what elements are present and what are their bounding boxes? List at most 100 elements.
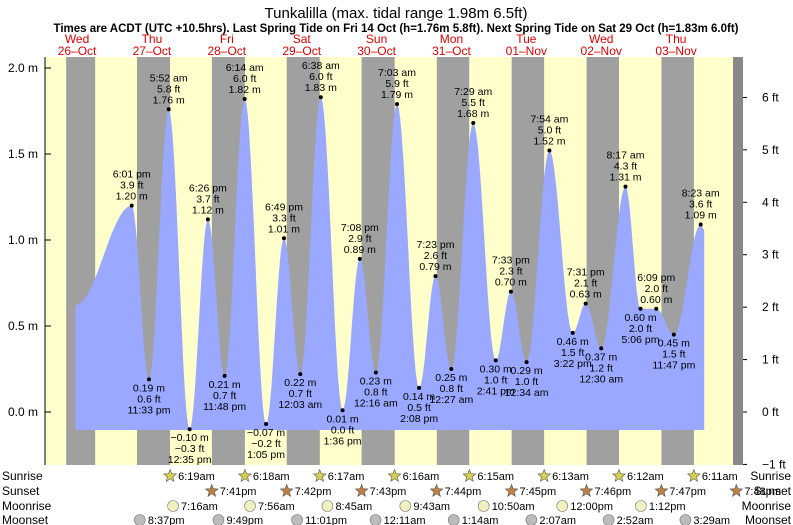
sunrise-time: 6:19am xyxy=(178,471,215,483)
sunrise-icon xyxy=(163,468,178,482)
gridlines xyxy=(45,67,747,465)
extreme-time: 2:08 pm xyxy=(400,413,438,425)
extreme-height-m: 1.83 m xyxy=(305,82,337,94)
extreme-time: 12:03 am xyxy=(278,399,322,411)
sunrise-time: 6:13am xyxy=(552,471,589,483)
sunrise-time: 6:15am xyxy=(477,471,514,483)
extreme-height-ft: 2.0 ft xyxy=(629,323,652,335)
sunrise-icon xyxy=(237,468,252,482)
extreme-height-ft: 3.6 ft xyxy=(689,199,712,211)
extreme-time: 12:30 am xyxy=(579,373,623,385)
right-axis-tick-label: 3 ft xyxy=(762,248,779,262)
extreme-point xyxy=(166,107,171,112)
moonset-time: 2:52am xyxy=(617,515,654,525)
extreme-point xyxy=(340,408,345,413)
extreme-time: 12:34 am xyxy=(505,387,549,399)
right-axis-tick-label: 2 ft xyxy=(762,300,779,314)
left-axis-tick-label: 0.5 m xyxy=(8,319,38,333)
sunrise-icon xyxy=(537,468,552,482)
date-label: 30–Oct xyxy=(357,44,396,58)
moonrise-time: 7:56am xyxy=(258,501,295,513)
extreme-point xyxy=(242,96,247,101)
left-axis-tick-label: 1.5 m xyxy=(8,147,38,161)
extreme-height-m: 0.22 m xyxy=(284,377,316,389)
extreme-point xyxy=(547,148,552,153)
extreme-height-m: 0.37 m xyxy=(585,351,617,363)
extreme-point xyxy=(433,274,438,279)
extreme-height-ft: 2.1 ft xyxy=(574,278,597,290)
extreme-time: 7:29 am xyxy=(454,86,492,98)
extreme-time: 6:01 pm xyxy=(113,169,151,181)
extreme-point xyxy=(698,222,703,227)
extreme-point xyxy=(493,358,498,363)
moonrise-time: 9:43am xyxy=(413,501,450,513)
extreme-time: 7:23 pm xyxy=(417,239,455,251)
day-of-week-label: Tue xyxy=(516,32,537,46)
extreme-time: 7:54 am xyxy=(530,114,568,126)
extreme-height-ft: 1.5 ft xyxy=(662,349,685,361)
date-label: 31–Oct xyxy=(432,44,471,58)
extreme-height-m: 0.60 m xyxy=(624,312,656,324)
extreme-height-ft: −0.2 ft xyxy=(251,438,281,450)
extreme-point xyxy=(222,373,227,378)
left-axis-tick-label: 0.0 m xyxy=(8,405,38,419)
day-of-week-label: Wed xyxy=(65,32,89,46)
extreme-time: 6:38 am xyxy=(302,60,340,72)
sunrise-time: 6:11am xyxy=(702,471,738,483)
right-axis-tick-label: 4 ft xyxy=(762,195,779,209)
sunrise-time: 6:12am xyxy=(627,471,664,483)
extreme-height-ft: 1.2 ft xyxy=(590,362,613,374)
extreme-height-ft: 1.0 ft xyxy=(484,374,507,386)
extreme-point xyxy=(395,102,400,107)
extreme-height-m: 0.21 m xyxy=(209,379,241,391)
moonset-icon xyxy=(679,514,692,525)
extreme-height-ft: 3.9 ft xyxy=(120,180,143,192)
moonrise-icon xyxy=(244,500,256,512)
date-label: 01–Nov xyxy=(506,44,547,58)
extreme-height-ft: 0.0 ft xyxy=(331,424,354,436)
sunset-icon xyxy=(579,483,594,497)
extreme-height-ft: 2.3 ft xyxy=(499,266,522,278)
moonrise-icon xyxy=(399,500,412,512)
extreme-height-m: 1.31 m xyxy=(609,172,641,184)
sunset-time: 7:44pm xyxy=(445,486,482,498)
extreme-time: 8:23 am xyxy=(682,188,720,200)
chart-header: Tunkalilla (max. tidal range 1.98m 6.5ft… xyxy=(54,5,739,35)
extreme-point xyxy=(638,306,643,311)
right-axis-tick-label: 0 ft xyxy=(762,405,779,419)
date-label: 03–Nov xyxy=(655,44,696,58)
day-of-week-label: Fri xyxy=(220,32,234,46)
right-axis-tick-label: −1 ft xyxy=(762,457,786,471)
moonrise-icon xyxy=(167,500,179,512)
day-of-week-label: Sun xyxy=(366,32,387,46)
extreme-point xyxy=(623,184,628,189)
extreme-time: 5:06 pm xyxy=(622,334,660,346)
day-of-week-label: Mon xyxy=(440,32,463,46)
astro-row-label-right: Sunset xyxy=(754,484,792,498)
extreme-time: 3:22 pm xyxy=(554,358,592,370)
extreme-height-m: 0.29 m xyxy=(511,365,543,377)
extreme-time: 7:08 pm xyxy=(341,222,379,234)
moonset-time: 12:11am xyxy=(384,515,426,525)
chart-title: Tunkalilla (max. tidal range 1.98m 6.5ft… xyxy=(265,5,528,22)
extreme-height-ft: 2.6 ft xyxy=(424,250,447,262)
extreme-height-m: 0.30 m xyxy=(480,363,512,375)
moonset-time: 9:49pm xyxy=(226,515,263,525)
moonrise-icon xyxy=(477,500,490,512)
extreme-point xyxy=(449,367,454,371)
moonset-time: 11:01pm xyxy=(305,515,347,525)
sunset-icon xyxy=(729,483,744,497)
extreme-height-ft: 6.0 ft xyxy=(233,73,256,85)
astro-row-label-left: Moonrise xyxy=(2,499,52,513)
right-edge-band xyxy=(733,57,743,465)
extreme-height-ft: 5.0 ft xyxy=(538,125,561,137)
chart-subtitle: Times are ACDT (UTC +10.5hrs). Last Spri… xyxy=(54,23,739,35)
extreme-height-m: 1.52 m xyxy=(533,136,565,148)
extreme-height-ft: −0.3 ft xyxy=(175,443,205,455)
day-of-week-label: Sat xyxy=(293,32,312,46)
extreme-time: 7:33 pm xyxy=(492,255,530,267)
tide-area xyxy=(75,97,705,430)
extreme-time: 6:49 pm xyxy=(265,201,303,213)
